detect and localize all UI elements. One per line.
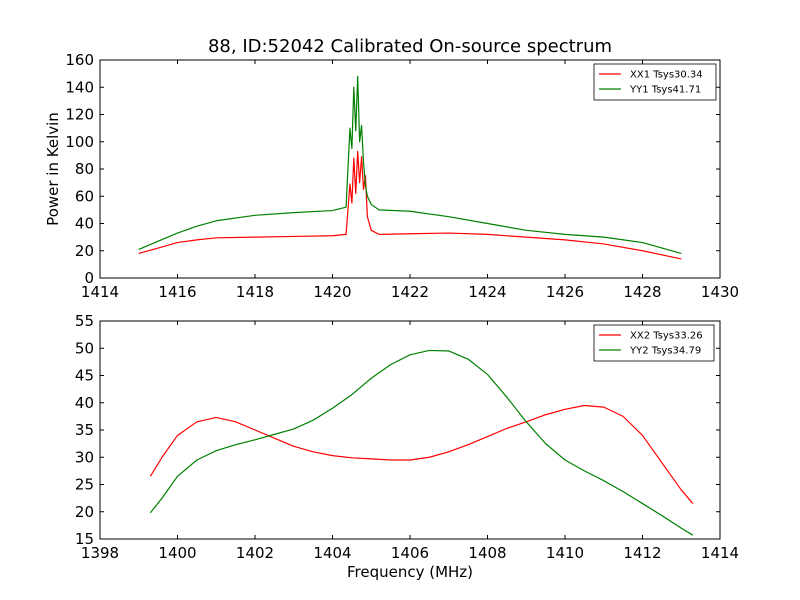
x-tick-label: 1424 [468, 283, 506, 301]
bottom-axes-panel: 1398 1400 1402 1404 1406 1408 1410 1412 1414 15 20… [75, 312, 739, 581]
y-tick-label: 50 [75, 339, 94, 357]
y-tick-label: 20 [75, 242, 94, 260]
series-line-1-2 [138, 75, 682, 255]
x-tick-label: 1416 [158, 283, 196, 301]
y-axis-label: Power in Kelvin [44, 112, 62, 226]
y-tick-label: 30 [75, 448, 94, 466]
y-tick-label: 45 [75, 367, 94, 385]
legend: XX2 Tsys33.26 YY2 Tsys34.79 [593, 324, 715, 362]
y-tick-label: 35 [75, 421, 94, 439]
x-tick-label: 1412 [623, 544, 661, 562]
series-line-2-1 [149, 404, 694, 504]
y-tick-label: 160 [65, 51, 94, 69]
legend-box [593, 63, 717, 101]
x-tick-label: 1426 [546, 283, 584, 301]
legend: XX1 Tsys30.34 YY1 Tsys41.71 [593, 63, 717, 101]
y-tick-label: 100 [65, 133, 94, 151]
y-tick-label: 120 [65, 106, 94, 124]
x-axis-label: Frequency (MHz) [347, 563, 473, 581]
x-tick-label: 1402 [236, 544, 274, 562]
x-tick-label: 1408 [468, 544, 506, 562]
legend-entry-label: YY1 Tsys41.71 [629, 85, 701, 96]
x-tick-label: 1400 [158, 544, 196, 562]
x-tick-label: 1414 [81, 283, 119, 301]
x-tick-label: 1422 [391, 283, 429, 301]
y-tick-label: 80 [75, 160, 94, 178]
y-tick-label: 25 [75, 476, 94, 494]
legend-entry-label: YY2 Tsys34.79 [629, 346, 701, 357]
x-tick-label: 1420 [313, 283, 351, 301]
x-tick-label: 1406 [391, 544, 429, 562]
top-axes-panel: 1414 1416 1418 1420 1422 1424 1426 1428 1430 0 20 4… [44, 51, 739, 301]
legend-entry-label: XX1 Tsys30.34 [630, 70, 703, 81]
y-tick-label: 60 [75, 187, 94, 205]
x-tick-label: 1430 [701, 283, 739, 301]
x-tick-label: 1414 [701, 544, 739, 562]
legend-entry-label: XX2 Tsys33.26 [630, 331, 703, 342]
x-tick-label: 1404 [313, 544, 351, 562]
x-tick-label: 1410 [546, 544, 584, 562]
y-tick-label: 40 [75, 394, 94, 412]
y-tick-label: 140 [65, 78, 94, 96]
y-tick-label: 0 [84, 269, 94, 287]
y-tick-label: 55 [75, 312, 94, 330]
series-line-2-2 [149, 349, 694, 536]
series-line-1-1 [138, 150, 682, 260]
legend-box [593, 324, 715, 362]
figure-title: 88, ID:52042 Calibrated On-source spectr… [208, 36, 612, 57]
y-tick-label: 15 [75, 530, 94, 548]
y-tick-label: 20 [75, 503, 94, 521]
x-tick-label: 1418 [236, 283, 274, 301]
x-tick-label: 1428 [623, 283, 661, 301]
x-tick-label: 1398 [81, 544, 119, 562]
y-tick-label: 40 [75, 215, 94, 233]
